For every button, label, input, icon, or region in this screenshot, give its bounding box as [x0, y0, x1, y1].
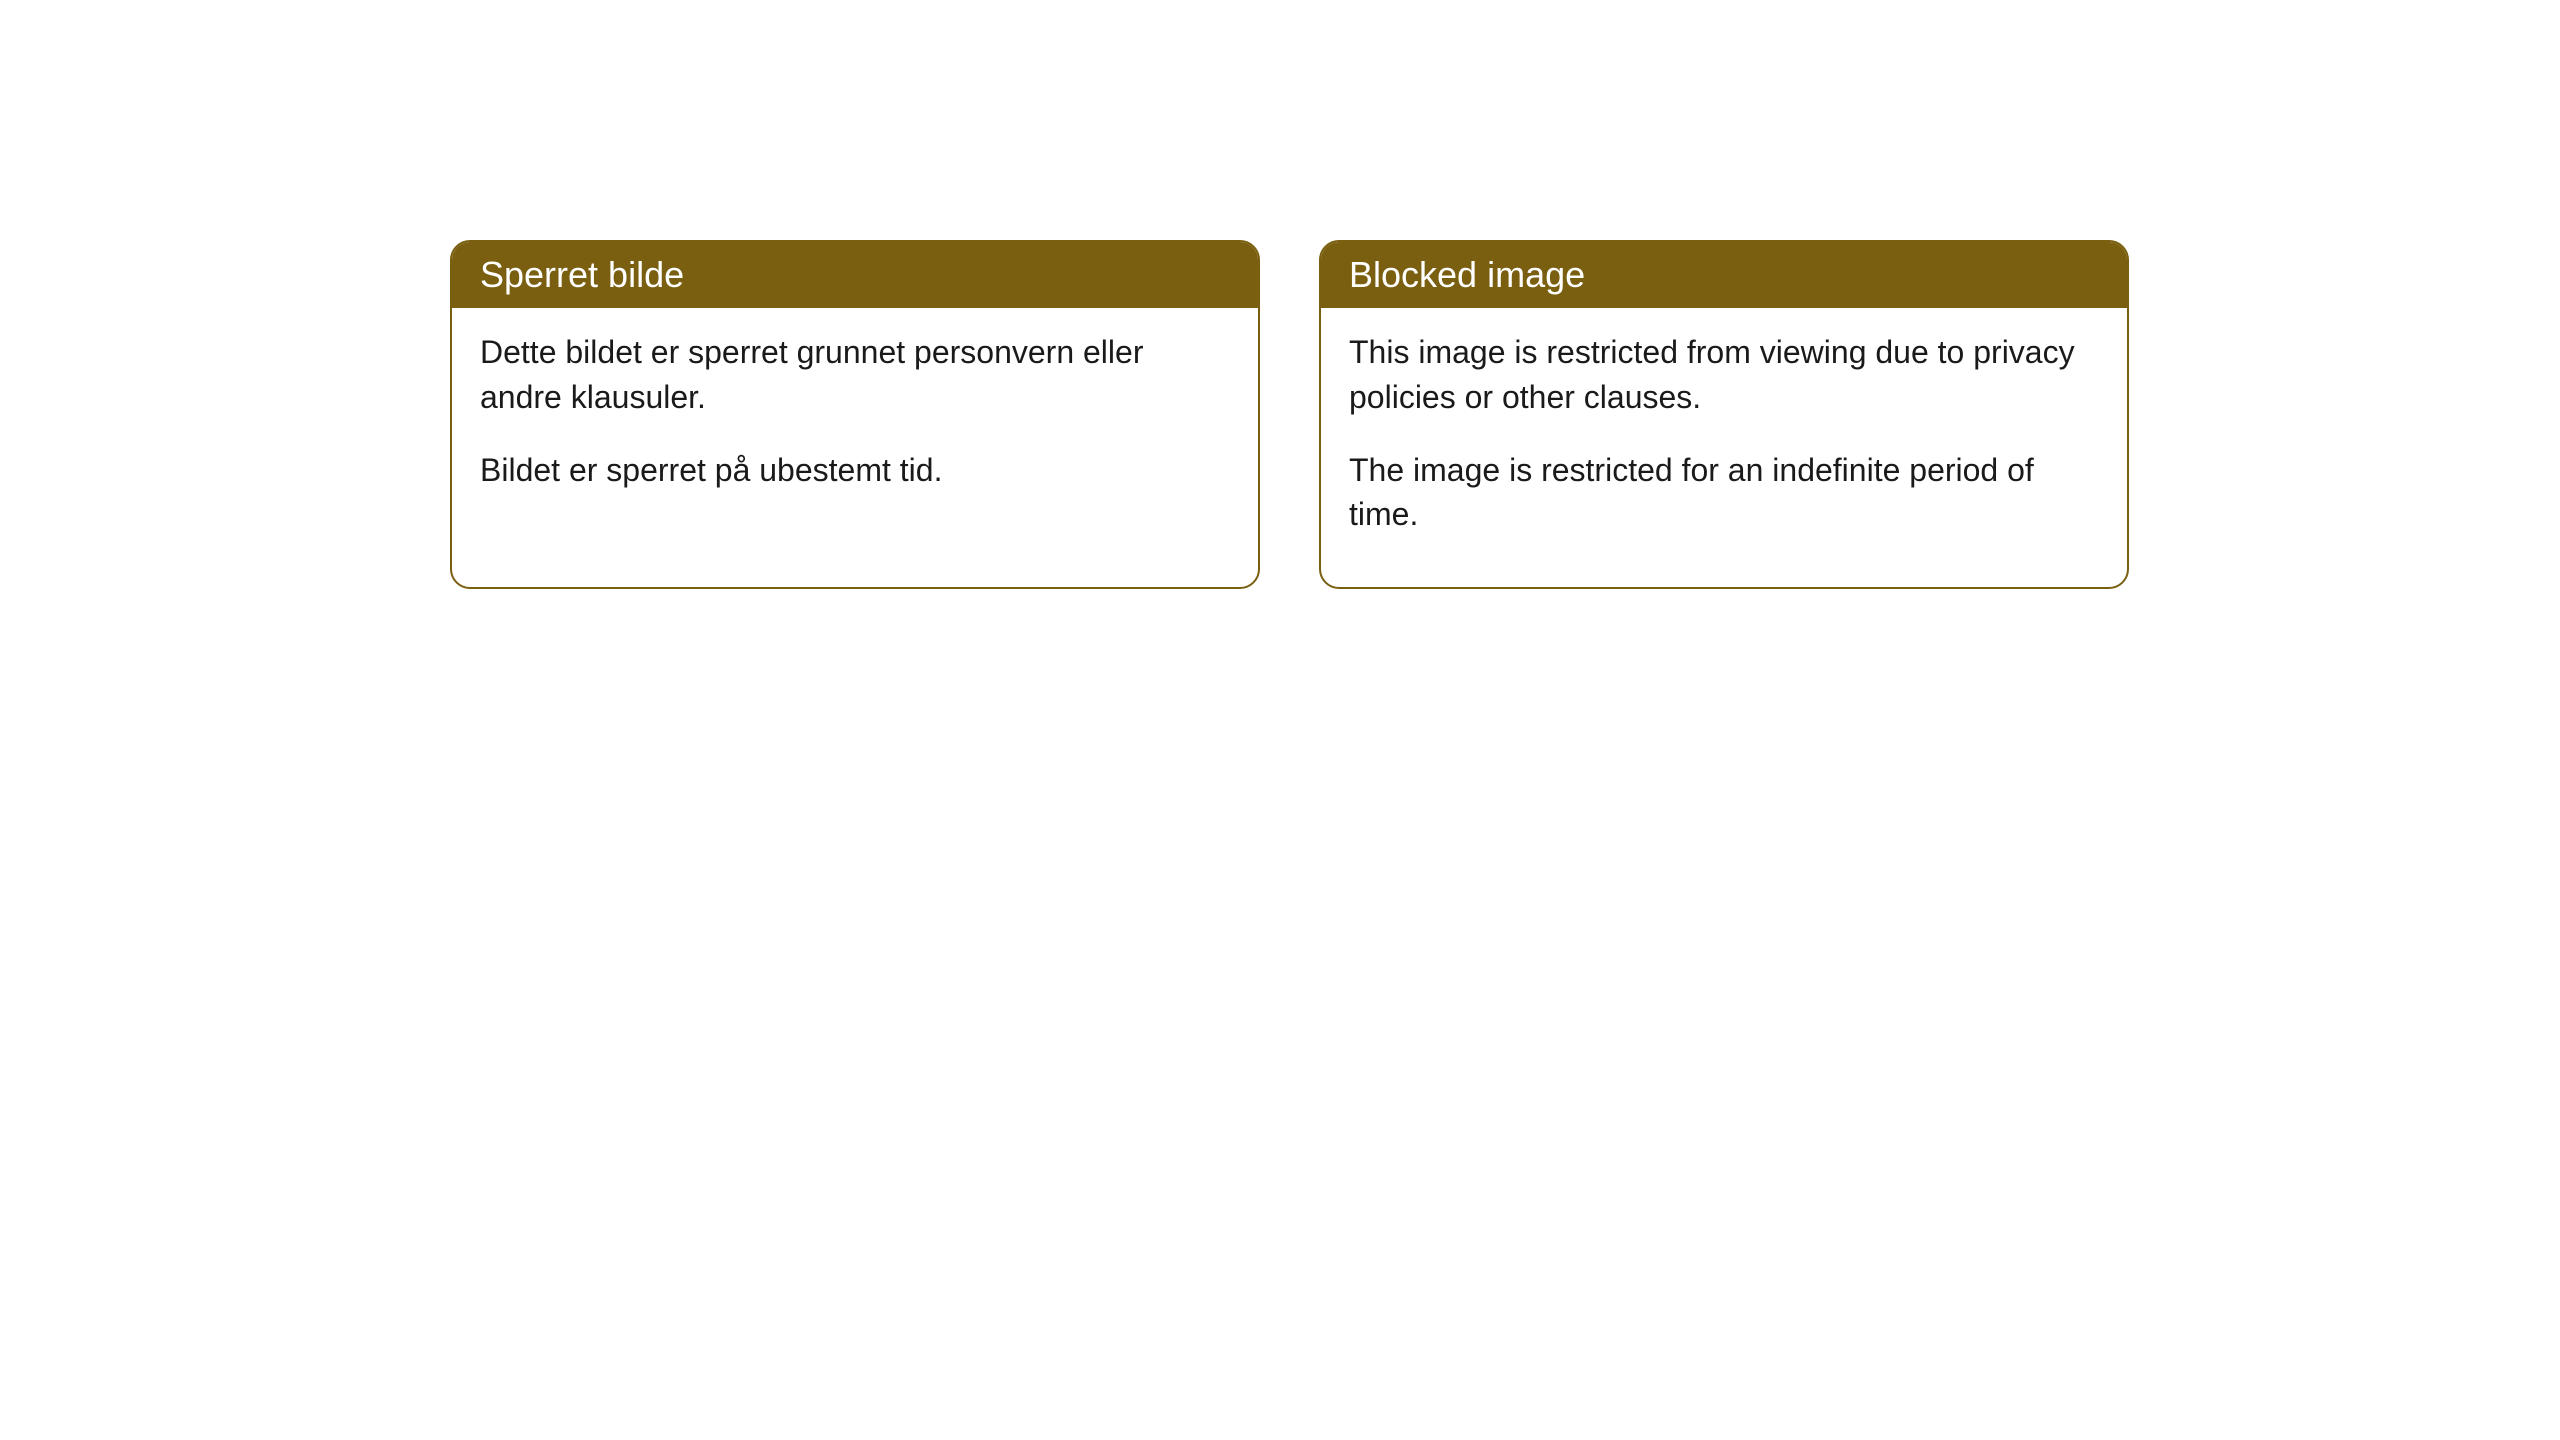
- blocked-image-card-norwegian: Sperret bilde Dette bildet er sperret gr…: [450, 240, 1260, 589]
- card-header: Sperret bilde: [452, 242, 1258, 308]
- blocked-image-card-english: Blocked image This image is restricted f…: [1319, 240, 2129, 589]
- card-header: Blocked image: [1321, 242, 2127, 308]
- card-title: Blocked image: [1349, 254, 1585, 295]
- card-paragraph-1: This image is restricted from viewing du…: [1349, 330, 2099, 420]
- card-paragraph-2: Bildet er sperret på ubestemt tid.: [480, 448, 1230, 493]
- card-paragraph-1: Dette bildet er sperret grunnet personve…: [480, 330, 1230, 420]
- card-body: This image is restricted from viewing du…: [1321, 308, 2127, 587]
- card-paragraph-2: The image is restricted for an indefinit…: [1349, 448, 2099, 538]
- cards-container: Sperret bilde Dette bildet er sperret gr…: [450, 240, 2129, 589]
- card-body: Dette bildet er sperret grunnet personve…: [452, 308, 1258, 542]
- card-title: Sperret bilde: [480, 254, 684, 295]
